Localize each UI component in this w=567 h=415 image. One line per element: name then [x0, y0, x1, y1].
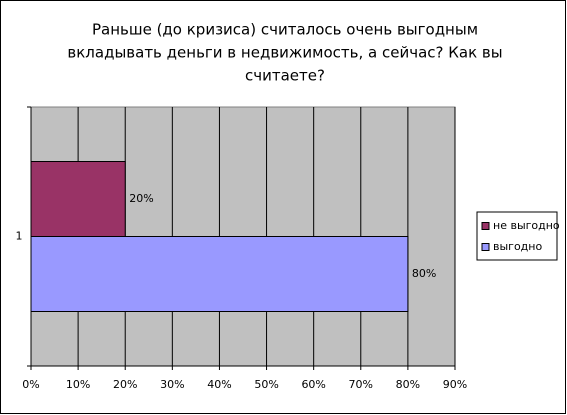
bar	[30, 161, 126, 237]
legend-swatch	[481, 243, 490, 251]
x-tick-label: 70%	[349, 378, 373, 391]
x-tick-label: 80%	[396, 378, 420, 391]
x-tick-label: 20%	[113, 378, 137, 391]
x-tick-label: 10%	[66, 378, 90, 391]
value-label: 80%	[412, 267, 436, 280]
x-tick-label: 30%	[160, 378, 184, 391]
legend-label: не выгодно	[493, 219, 560, 232]
x-tick-label: 50%	[254, 378, 278, 391]
chart-title: Раньше (до кризиса) считалось очень выго…	[92, 21, 478, 39]
y-tick-label: 1	[16, 230, 23, 243]
legend-box	[476, 211, 558, 261]
legend-swatch	[481, 222, 490, 230]
chart-title: вкладывать деньги в недвижимость, а сейч…	[67, 44, 502, 62]
x-tick-label: 0%	[22, 378, 39, 391]
bar	[30, 236, 409, 312]
legend-label: выгодно	[493, 240, 542, 253]
value-label: 20%	[129, 192, 153, 205]
chart-title: считаете?	[245, 67, 325, 85]
x-tick-label: 90%	[443, 378, 467, 391]
x-tick-label: 60%	[301, 378, 325, 391]
x-tick-label: 40%	[207, 378, 231, 391]
